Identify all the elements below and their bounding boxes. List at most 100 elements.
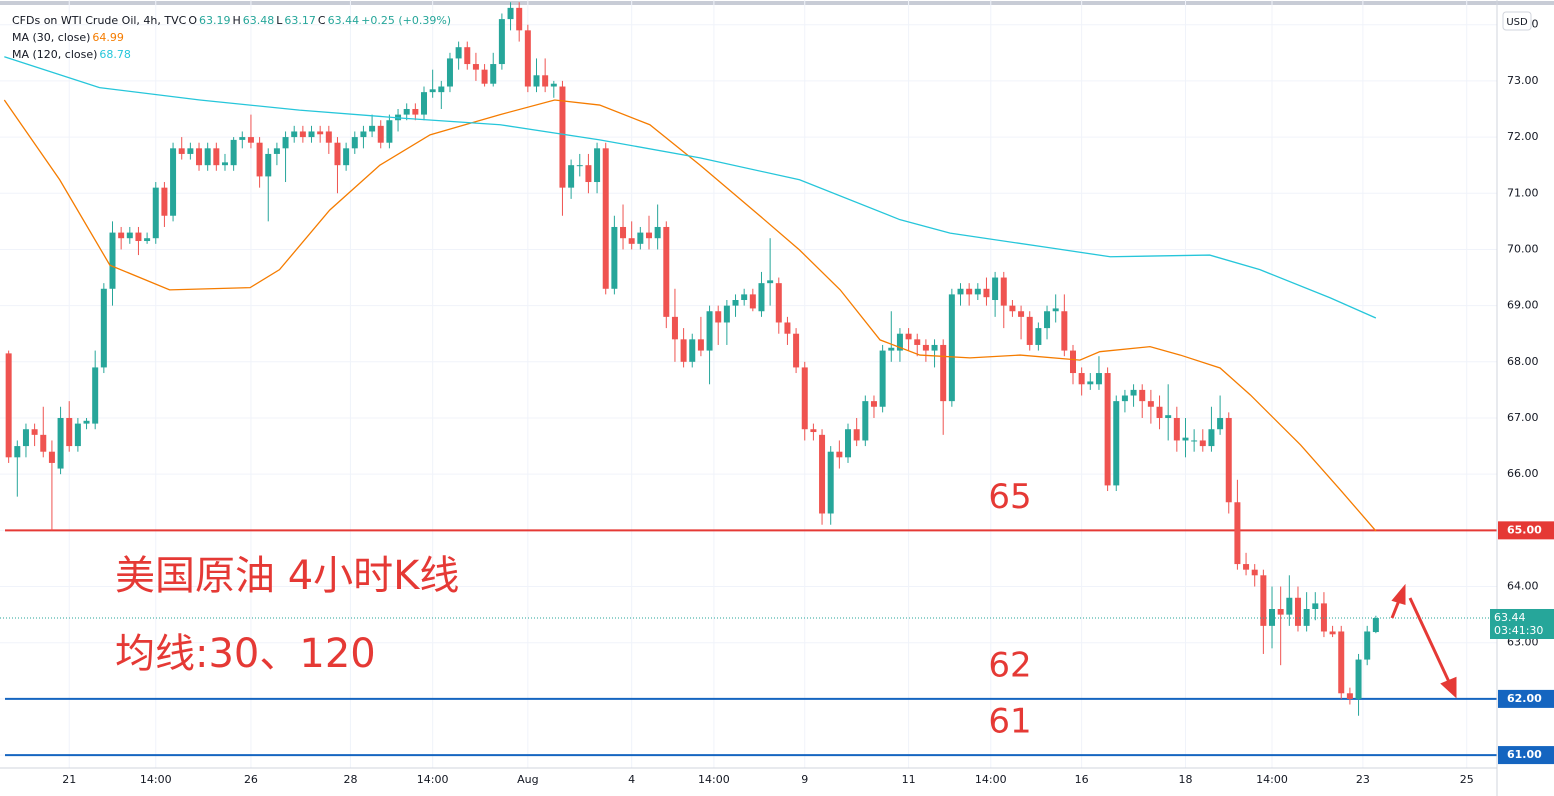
candle-body <box>22 429 29 447</box>
candle-body <box>914 339 921 345</box>
candle-body <box>481 69 488 84</box>
candle-body <box>1173 417 1180 441</box>
candle-body <box>516 7 523 31</box>
candle-body <box>403 108 410 115</box>
candle-body <box>1329 631 1336 635</box>
candle-body <box>126 232 133 239</box>
candle-body <box>438 86 445 93</box>
candle-body <box>957 288 964 295</box>
candle-body <box>620 226 627 239</box>
candle-body <box>446 58 453 87</box>
candle-body <box>196 148 203 166</box>
candle-body <box>645 232 652 239</box>
ohlc-value: 63.48 <box>242 14 275 27</box>
x-tick-label: 28 <box>343 773 357 786</box>
candle-body <box>317 131 324 135</box>
legend-value: 68.78 <box>99 48 131 61</box>
y-tick-label: 64.00 <box>1507 580 1539 593</box>
candle-body <box>1000 277 1007 306</box>
candle-body <box>559 86 566 188</box>
candle-body <box>1156 406 1163 418</box>
candle-body <box>1139 389 1146 402</box>
candle-body <box>1165 415 1172 418</box>
candle-body <box>550 83 557 87</box>
candle-body <box>1364 631 1371 660</box>
candle-body <box>767 280 774 284</box>
change: +0.25 (+0.39%) <box>361 14 452 27</box>
candle-body <box>637 232 644 244</box>
y-tick-label: 69.00 <box>1507 299 1539 312</box>
arrow-head <box>1440 676 1457 699</box>
candle-body <box>1061 311 1068 351</box>
ohlc-label: O <box>188 14 197 27</box>
candle-body <box>256 142 263 177</box>
candle-body <box>360 131 367 138</box>
candle-body <box>1208 429 1215 447</box>
level-label: 65 <box>988 477 1031 517</box>
y-tick-label: 71.00 <box>1507 186 1539 199</box>
annotation: 美国原油 4小时K线 <box>115 553 459 599</box>
candle-body <box>187 148 194 154</box>
current-price: 63.44 <box>1494 611 1526 624</box>
level-axis-label: 61.00 <box>1507 748 1542 761</box>
candle-body <box>343 148 350 166</box>
candle-body <box>386 120 393 143</box>
candle-body <box>1217 417 1224 430</box>
candle-body <box>291 131 298 138</box>
x-tick-label: 14:00 <box>975 773 1007 786</box>
ohlc-label: L <box>276 14 283 27</box>
candle-body <box>697 339 704 351</box>
y-tick-label: 73.00 <box>1507 74 1539 87</box>
candle-body <box>83 420 90 424</box>
candle-body <box>1286 597 1293 615</box>
candle-body <box>663 226 670 317</box>
candle-body <box>265 153 272 177</box>
x-tick-label: 18 <box>1178 773 1192 786</box>
level-axis-label: 62.00 <box>1507 692 1542 705</box>
candle-body <box>931 344 938 351</box>
candle-body <box>92 367 99 424</box>
level-axis-box <box>1498 521 1554 540</box>
candle-body <box>334 142 341 166</box>
candle-body <box>819 434 826 514</box>
candle-body <box>273 148 280 154</box>
candle-body <box>1294 597 1301 626</box>
candle-body <box>109 232 116 289</box>
candle-body <box>48 451 55 463</box>
candle-body <box>1243 564 1250 570</box>
candle-body <box>1035 328 1042 345</box>
x-tick-label: Aug <box>517 773 538 786</box>
candle-body <box>31 429 38 435</box>
candle-body <box>5 353 12 458</box>
candle-body <box>715 311 722 323</box>
candle-body <box>464 47 471 65</box>
y-tick-label: 68.00 <box>1507 355 1539 368</box>
candle-body <box>455 47 462 59</box>
candle-body <box>654 226 661 239</box>
level-axis-box <box>1498 689 1554 708</box>
candle-body <box>57 417 64 469</box>
candle-body <box>472 64 479 70</box>
candle-body <box>1018 311 1025 317</box>
ohlc-value: 63.17 <box>284 14 316 27</box>
legend-ma: MA (120, close) 68.78 <box>12 48 133 61</box>
candle-body <box>524 30 531 87</box>
candle-body <box>1269 609 1276 626</box>
ohlc-label: H <box>232 14 241 27</box>
ma-line <box>3 99 1377 532</box>
arrow-head <box>1391 583 1406 606</box>
candle-body <box>1130 389 1137 396</box>
x-tick-label: 11 <box>902 773 916 786</box>
candle-body <box>1078 373 1085 385</box>
candle-body <box>170 148 177 216</box>
candle-body <box>542 75 549 87</box>
candle-body <box>801 367 808 430</box>
candle-body <box>775 283 782 323</box>
candle-body <box>1234 502 1241 565</box>
ohlc-value: 63.44 <box>327 14 360 27</box>
x-tick-label: 21 <box>62 773 76 786</box>
candle-body <box>1026 316 1033 345</box>
candle-body <box>247 137 254 143</box>
